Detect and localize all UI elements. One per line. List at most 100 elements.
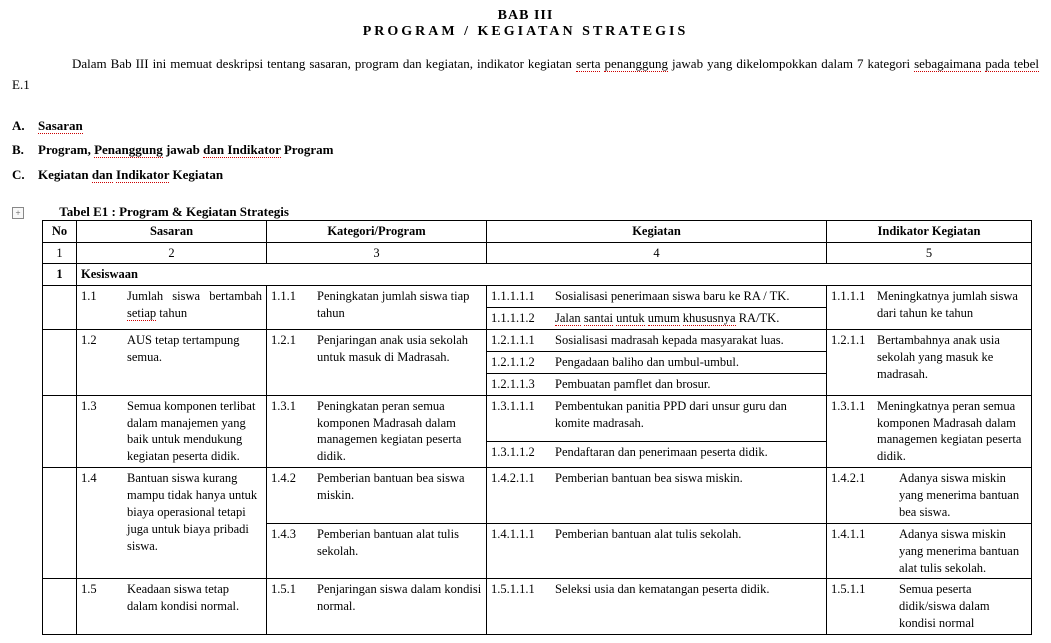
txt: Jalan santai untuk umum khususnya RA/TK. [555,310,822,327]
list-item-label: Kegiatan dan Indikator Kegiatan [38,163,223,188]
cell-sasaran: 1.5Keadaan siswa tetap dalam kondisi nor… [77,579,267,635]
num: 1.1.1.1 [831,288,877,322]
txt: Penjaringan anak usia sekolah untuk masu… [317,332,482,366]
list-item: A. Sasaran [12,114,1039,139]
table-header-row: No Sasaran Kategori/Program Kegiatan Ind… [43,220,1032,242]
outline-list: A. Sasaran B. Program, Penanggung jawab … [12,114,1039,188]
txt: Pendaftaran dan penerimaan peserta didik… [555,444,822,461]
list-item: C. Kegiatan dan Indikator Kegiatan [12,163,1039,188]
table-anchor-icon[interactable]: + [12,207,24,219]
num: 1.5 [81,581,127,615]
cell-kegiatan: 1.2.1.1.2Pengadaan baliho dan umbul-umbu… [487,351,827,373]
txt: santai [584,311,613,326]
num: 1.1.1.1.2 [491,310,555,327]
list-item-label: Program, Penanggung jawab dan Indikator … [38,138,333,163]
list-marker: B. [12,138,38,163]
section-row: 1 Kesiswaan [43,264,1032,286]
num: 1.4.2.1 [831,470,899,521]
list-text: jawab [163,142,203,157]
txt: Semua peserta didik/siswa dalam kondisi … [899,581,1027,632]
txt: RA/TK. [736,311,780,325]
cell-kategori: 1.4.3Pemberian bantuan alat tulis sekola… [267,523,487,579]
list-item: B. Program, Penanggung jawab dan Indikat… [12,138,1039,163]
num: 1.2.1.1.1 [491,332,555,349]
list-text: Kegiatan [38,167,92,182]
cell-kegiatan: 1.3.1.1.1Pembentukan panitia PPD dari un… [487,395,827,441]
txt: Peningkatan peran semua komponen Madrasa… [317,398,482,466]
section-no: 1 [43,264,77,286]
num: 1.3 [81,398,127,466]
table-row: 1.4Bantuan siswa kurang mampu tidak hany… [43,468,1032,524]
cell-kegiatan: 1.4.1.1.1Pemberian bantuan alat tulis se… [487,523,827,579]
txt: Pemberian bantuan bea siswa miskin. [555,470,822,487]
cell-kegiatan: 1.4.2.1.1Pemberian bantuan bea siswa mis… [487,468,827,524]
table-caption: Tabel E1 : Program & Kegiatan Strategis [59,204,289,219]
col-kegiatan: Kegiatan [487,220,827,242]
num: 1.3.1.1.2 [491,444,555,461]
txt: Bertambahnya anak usia sekolah yang masu… [877,332,1027,383]
num: 1.3.1.1.1 [491,398,555,432]
cell-no [43,395,77,468]
txt: Meningkatnya jumlah siswa dari tahun ke … [877,288,1027,322]
num: 1.2.1.1.3 [491,376,555,393]
txt: Adanya siswa miskin yang menerima bantua… [899,526,1027,577]
colnum: 2 [77,242,267,264]
txt: Sosialisasi madrasah kepada masyarakat l… [555,332,822,349]
txt: Jumlah siswa bertambah setiap tahun [127,288,262,322]
intro-text: sebagaimana [914,56,981,72]
cell-sasaran: 1.4Bantuan siswa kurang mampu tidak hany… [77,468,267,579]
txt: Jalan [555,311,581,326]
num: 1.4.1.1 [831,526,899,577]
list-text: Program, [38,142,94,157]
num: 1.4.3 [271,526,317,560]
table-row: 1.5Keadaan siswa tetap dalam kondisi nor… [43,579,1032,635]
cell-kategori: 1.5.1Penjaringan siswa dalam kondisi nor… [267,579,487,635]
cell-sasaran: 1.2AUS tetap tertampung semua. [77,330,267,396]
cell-indikator: 1.3.1.1Meningkatnya peran semua komponen… [827,395,1032,468]
txt: AUS tetap tertampung semua. [127,332,262,366]
num: 1.1.1.1.1 [491,288,555,305]
num: 1.5.1 [271,581,317,615]
txt: Pengadaan baliho dan umbul-umbul. [555,354,822,371]
txt: umum [648,311,680,326]
col-kategori: Kategori/Program [267,220,487,242]
strategis-table: No Sasaran Kategori/Program Kegiatan Ind… [42,220,1032,635]
txt: tahun [156,306,187,320]
list-text: Sasaran [38,118,83,134]
intro-text: jawab yang dikelompokkan dalam 7 kategor… [668,56,914,71]
cell-kegiatan: 1.3.1.1.2Pendaftaran dan penerimaan pese… [487,441,827,467]
txt: Pemberian bantuan alat tulis sekolah. [317,526,482,560]
list-text: Program [281,142,334,157]
num: 1.5.1.1 [831,581,899,632]
cell-indikator: 1.2.1.1Bertambahnya anak usia sekolah ya… [827,330,1032,396]
col-sasaran: Sasaran [77,220,267,242]
txt: Meningkatnya peran semua komponen Madras… [877,398,1027,466]
intro-paragraph: Dalam Bab III ini memuat deskripsi tenta… [12,54,1039,96]
colnum: 1 [43,242,77,264]
cell-kategori: 1.1.1Peningkatan jumlah siswa tiap tahun [267,286,487,330]
txt: Pemberian bantuan alat tulis sekolah. [555,526,822,543]
list-text: Penanggung [94,142,163,158]
table-colnum-row: 1 2 3 4 5 [43,242,1032,264]
colnum: 5 [827,242,1032,264]
cell-kategori: 1.2.1Penjaringan anak usia sekolah untuk… [267,330,487,396]
list-text: dan Indikator [203,142,280,158]
num: 1.4.1.1.1 [491,526,555,543]
txt: Adanya siswa miskin yang menerima bantua… [899,470,1027,521]
intro-text: pada tebel [985,56,1039,72]
intro-text: serta [576,56,601,72]
list-item-label: Sasaran [38,114,83,139]
cell-indikator: 1.1.1.1Meningkatnya jumlah siswa dari ta… [827,286,1032,330]
txt: Penjaringan siswa dalam kondisi normal. [317,581,482,615]
txt: Keadaan siswa tetap dalam kondisi normal… [127,581,262,615]
txt: Bantuan siswa kurang mampu tidak hanya u… [127,470,262,554]
num: 1.2.1 [271,332,317,366]
num: 1.4.2 [271,470,317,504]
colnum: 4 [487,242,827,264]
cell-kategori: 1.3.1Peningkatan peran semua komponen Ma… [267,395,487,468]
num: 1.2 [81,332,127,366]
txt: Jumlah siswa bertambah [127,289,262,303]
num: 1.3.1 [271,398,317,466]
txt: Semua komponen terlibat dalam manajemen … [127,398,262,466]
cell-no [43,579,77,635]
